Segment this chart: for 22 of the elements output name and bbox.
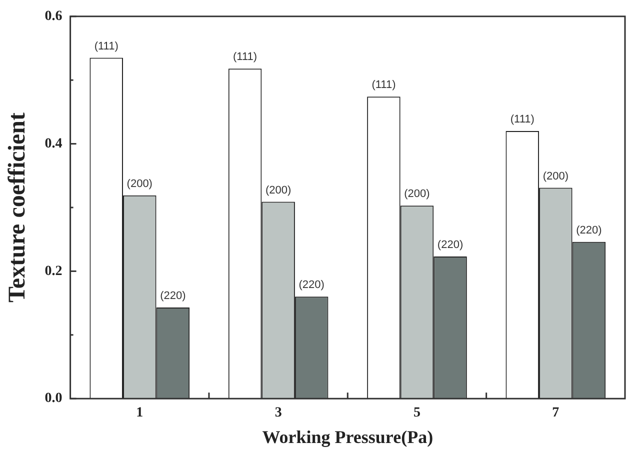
text: (220) [437, 239, 464, 252]
text: (200) [126, 178, 152, 190]
series-label: (220) [160, 290, 186, 302]
text: (111) [510, 114, 534, 126]
series-label: (200) [265, 184, 292, 196]
text: (111) [233, 51, 258, 64]
y-axis-title: Texture coefficient [4, 112, 31, 302]
text: (220) [298, 279, 324, 292]
text: (111) [94, 40, 118, 52]
x-axis-title: Working Pressure(Pa) [262, 426, 434, 447]
y-tick-label: 0.4 [44, 136, 62, 152]
text: (220) [576, 224, 602, 236]
x-tick-label: 1 [136, 406, 144, 421]
text: (200) [404, 188, 430, 200]
y-tick-label: 0.2 [44, 264, 62, 279]
y-tick-label: 0.6 [44, 9, 62, 24]
x-tick-label: 3 [274, 406, 282, 421]
x-tick-label: 7 [552, 406, 560, 421]
x-tick-label: 5 [413, 406, 420, 421]
y-tick-label: 0.0 [44, 391, 62, 406]
text: (200) [542, 170, 569, 182]
series-label: (111) [372, 79, 396, 92]
